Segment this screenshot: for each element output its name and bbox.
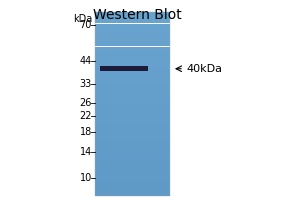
Bar bbox=[95, 12, 170, 14]
Bar bbox=[95, 141, 170, 143]
Text: 10: 10 bbox=[80, 173, 92, 183]
Bar bbox=[95, 122, 170, 125]
Bar bbox=[95, 28, 170, 30]
Bar bbox=[95, 26, 170, 28]
Bar bbox=[95, 155, 170, 157]
Bar bbox=[95, 180, 170, 182]
Bar bbox=[95, 79, 170, 81]
Bar bbox=[95, 44, 170, 46]
Bar bbox=[95, 76, 170, 79]
Bar bbox=[95, 143, 170, 145]
Bar bbox=[95, 33, 170, 35]
Bar bbox=[95, 118, 170, 120]
Bar bbox=[95, 21, 170, 23]
Bar bbox=[95, 23, 170, 26]
Bar bbox=[95, 166, 170, 168]
Bar bbox=[95, 138, 170, 141]
Bar bbox=[95, 189, 170, 191]
Bar bbox=[95, 51, 170, 53]
Bar bbox=[95, 95, 170, 97]
Bar bbox=[95, 164, 170, 166]
Bar bbox=[95, 127, 170, 129]
Bar bbox=[95, 40, 170, 42]
Text: 70: 70 bbox=[80, 20, 92, 30]
Bar bbox=[95, 42, 170, 44]
Bar bbox=[95, 148, 170, 150]
Bar bbox=[95, 97, 170, 99]
Bar bbox=[95, 17, 170, 19]
Bar bbox=[95, 173, 170, 175]
Text: 22: 22 bbox=[80, 111, 92, 121]
Bar bbox=[95, 104, 170, 106]
Bar bbox=[95, 53, 170, 56]
Bar bbox=[95, 106, 170, 109]
Bar bbox=[95, 49, 170, 51]
Bar bbox=[95, 81, 170, 83]
Bar bbox=[95, 194, 170, 196]
Bar bbox=[95, 145, 170, 148]
Bar bbox=[95, 134, 170, 136]
Bar bbox=[95, 35, 170, 37]
Text: 44: 44 bbox=[80, 56, 92, 66]
Bar bbox=[95, 187, 170, 189]
Text: Western Blot: Western Blot bbox=[93, 8, 182, 22]
Bar bbox=[100, 66, 148, 71]
Text: 26: 26 bbox=[80, 98, 92, 108]
Bar bbox=[95, 178, 170, 180]
Bar bbox=[95, 150, 170, 152]
Bar bbox=[95, 74, 170, 76]
Text: 14: 14 bbox=[80, 147, 92, 157]
Bar bbox=[95, 65, 170, 67]
Bar bbox=[95, 60, 170, 63]
Bar bbox=[95, 37, 170, 40]
Text: 18: 18 bbox=[80, 127, 92, 137]
Bar bbox=[95, 116, 170, 118]
Bar bbox=[95, 46, 170, 49]
Bar bbox=[95, 159, 170, 162]
Bar bbox=[95, 171, 170, 173]
Bar bbox=[95, 129, 170, 132]
Bar bbox=[95, 14, 170, 17]
Bar bbox=[95, 99, 170, 102]
Bar bbox=[95, 175, 170, 178]
Bar bbox=[95, 120, 170, 122]
Bar bbox=[95, 152, 170, 155]
Text: 40kDa: 40kDa bbox=[186, 64, 222, 74]
Bar bbox=[95, 19, 170, 21]
Bar bbox=[95, 102, 170, 104]
Bar bbox=[95, 111, 170, 113]
Bar bbox=[95, 92, 170, 95]
Bar bbox=[95, 63, 170, 65]
Bar bbox=[95, 132, 170, 134]
Bar bbox=[95, 30, 170, 33]
Bar bbox=[95, 184, 170, 187]
Bar bbox=[95, 113, 170, 116]
Bar bbox=[95, 109, 170, 111]
Bar bbox=[95, 157, 170, 159]
Bar bbox=[95, 56, 170, 58]
Bar bbox=[95, 90, 170, 92]
Bar bbox=[95, 168, 170, 171]
Bar bbox=[95, 182, 170, 184]
Bar bbox=[95, 12, 170, 196]
Text: 33: 33 bbox=[80, 79, 92, 89]
Text: kDa: kDa bbox=[73, 14, 92, 24]
Bar bbox=[95, 88, 170, 90]
Bar bbox=[95, 83, 170, 86]
Bar bbox=[95, 162, 170, 164]
Bar bbox=[95, 58, 170, 60]
Bar bbox=[95, 70, 170, 72]
Bar bbox=[95, 72, 170, 74]
Bar bbox=[95, 136, 170, 138]
Bar bbox=[95, 191, 170, 194]
Bar bbox=[95, 67, 170, 70]
Bar bbox=[95, 125, 170, 127]
Bar bbox=[95, 86, 170, 88]
